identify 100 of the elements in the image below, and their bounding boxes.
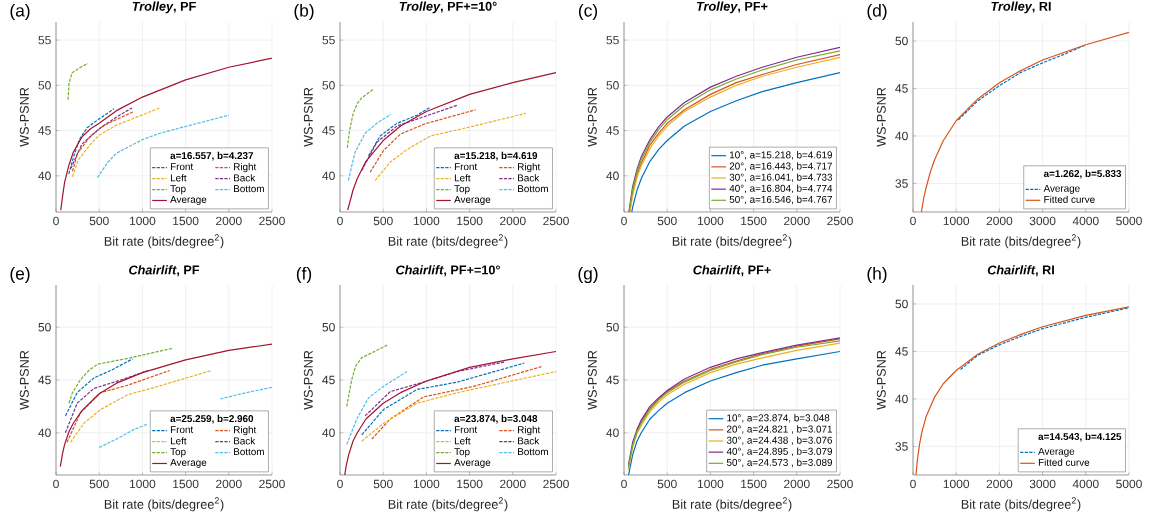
x-axis-title: Bit rate (bits/degree$^{2}$) — [388, 497, 508, 512]
line-series — [68, 347, 174, 404]
x-tick-label: 0 — [910, 216, 916, 226]
x-tick-label: 0 — [337, 216, 343, 226]
line-series — [344, 350, 556, 475]
x-tick-label: 3000 — [1029, 216, 1056, 226]
y-tick-label: 35 — [895, 442, 908, 451]
y-axis-title: WS-PSNR — [303, 350, 313, 410]
chart-title: Trolley, PF+=10° — [399, 1, 497, 14]
text: (b) — [294, 3, 314, 21]
y-tick-label: 40 — [38, 171, 51, 181]
x-tick-label: 4000 — [1072, 216, 1099, 226]
legend-label: Right — [518, 163, 541, 173]
x-tick-label: 2000 — [216, 479, 242, 489]
x-tick-label: 1500 — [457, 479, 483, 489]
legend-label: 10°, a=15.218, b=4.619 — [730, 151, 833, 160]
y-tick-label: 55 — [38, 35, 51, 45]
x-tick-label: 2500 — [259, 216, 285, 226]
legend-title: a=16.557, b=4.237 — [170, 151, 254, 161]
line-series — [346, 344, 388, 407]
y-tick-label: 45 — [606, 126, 619, 135]
legend-label: Bottom — [518, 448, 548, 456]
line-series — [346, 88, 375, 149]
text: (a) — [10, 3, 30, 21]
x-tick-label: 1500 — [457, 216, 483, 226]
legend-label: Right — [518, 426, 541, 436]
legend-label: Right — [234, 163, 257, 173]
y-tick-label: 40 — [895, 131, 908, 141]
line-series — [71, 107, 161, 178]
x-tick-label: 500 — [373, 216, 393, 226]
x-axis-title: Bit rate (bits/degree$^{2}$) — [961, 234, 1081, 249]
text: (c) — [578, 3, 598, 21]
legend-label: Left — [170, 437, 187, 445]
y-tick-label: 35 — [895, 179, 908, 188]
legend-label: Bottom — [234, 448, 264, 456]
legend-title: a=14.543, b=4.125 — [1038, 432, 1122, 442]
x-tick-label: 1000 — [129, 479, 156, 489]
x-tick-label: 1000 — [697, 216, 724, 226]
legend-label: Right — [234, 426, 257, 436]
legend-label: 30°, a=16.041, b=4.733 — [729, 173, 833, 182]
y-axis-title: WS-PSNR — [587, 87, 597, 147]
y-axis-title: WS-PSNR — [876, 87, 886, 147]
legend-label: Front — [454, 426, 478, 434]
x-tick-label: 5000 — [1116, 216, 1142, 226]
x-tick-label: 1000 — [413, 216, 440, 226]
legend-label: 30°, a=24.438 , b=3.076 — [726, 436, 833, 445]
y-tick-label: 55 — [322, 35, 335, 45]
x-tick-label: 1500 — [741, 479, 767, 489]
line-series — [920, 31, 1129, 212]
legend-label: Average — [170, 459, 207, 468]
y-axis-title: WS-PSNR — [19, 350, 29, 410]
x-tick-label: 2000 — [500, 479, 526, 489]
legend-label: Average — [1043, 184, 1080, 194]
y-tick-label: 50 — [895, 36, 908, 46]
line-series — [367, 106, 432, 157]
x-tick-label: 2500 — [543, 479, 569, 489]
legend-label: Bottom — [234, 185, 264, 193]
line-series — [68, 108, 115, 175]
legend-label: Top — [170, 448, 186, 458]
chart-title: Chairlift, PF+ — [693, 265, 771, 277]
y-tick-label: 45 — [38, 375, 51, 385]
line-series — [64, 358, 134, 417]
y-tick-label: 50 — [322, 322, 335, 332]
legend-label: Average — [454, 196, 491, 205]
legend-label: 40°, a=24.895 , b=3.079 — [726, 447, 833, 456]
y-tick-label: 40 — [322, 428, 335, 438]
x-tick-label: 500 — [373, 479, 393, 489]
y-tick-label: 45 — [895, 84, 908, 93]
line-series — [347, 113, 392, 181]
y-tick-label: 45 — [38, 126, 51, 135]
legend-label: 20°, a=16.443, b=4.717 — [729, 162, 832, 171]
x-tick-label: 500 — [657, 479, 677, 489]
y-axis-title: WS-PSNR — [876, 350, 886, 410]
x-tick-label: 3000 — [1029, 479, 1056, 489]
y-tick-label: 50 — [895, 299, 908, 309]
x-axis-title: Bit rate (bits/degree$^{2}$) — [388, 234, 508, 249]
x-tick-label: 500 — [89, 479, 109, 489]
x-tick-label: 2500 — [259, 479, 285, 489]
line-series — [957, 44, 1087, 121]
text: (f) — [296, 266, 312, 284]
x-tick-label: 2500 — [543, 216, 569, 226]
chart-title: Chairlift, RI — [987, 265, 1054, 277]
y-axis-title: WS-PSNR — [303, 87, 313, 147]
legend-label: Front — [454, 163, 478, 171]
y-tick-label: 40 — [38, 428, 51, 438]
line-series — [59, 343, 273, 468]
y-tick-label: 45 — [322, 375, 335, 385]
legend-label: Top — [454, 448, 470, 458]
legend-label: Top — [454, 185, 470, 195]
x-tick-label: 1500 — [173, 479, 199, 489]
x-tick-label: 2500 — [827, 216, 853, 226]
chart-title: Chairlift, PF+=10° — [396, 265, 500, 277]
x-axis-title: Bit rate (bits/degree$^{2}$) — [672, 497, 792, 512]
text: (h) — [867, 266, 887, 284]
y-tick-label: 50 — [322, 81, 335, 90]
x-axis-title: Bit rate (bits/degree$^{2}$) — [672, 234, 792, 249]
line-series — [64, 369, 149, 434]
x-tick-label: 500 — [657, 216, 677, 226]
legend-title: a=23.874, b=3.048 — [454, 414, 538, 424]
chart-title: Trolley, PF — [132, 1, 196, 14]
